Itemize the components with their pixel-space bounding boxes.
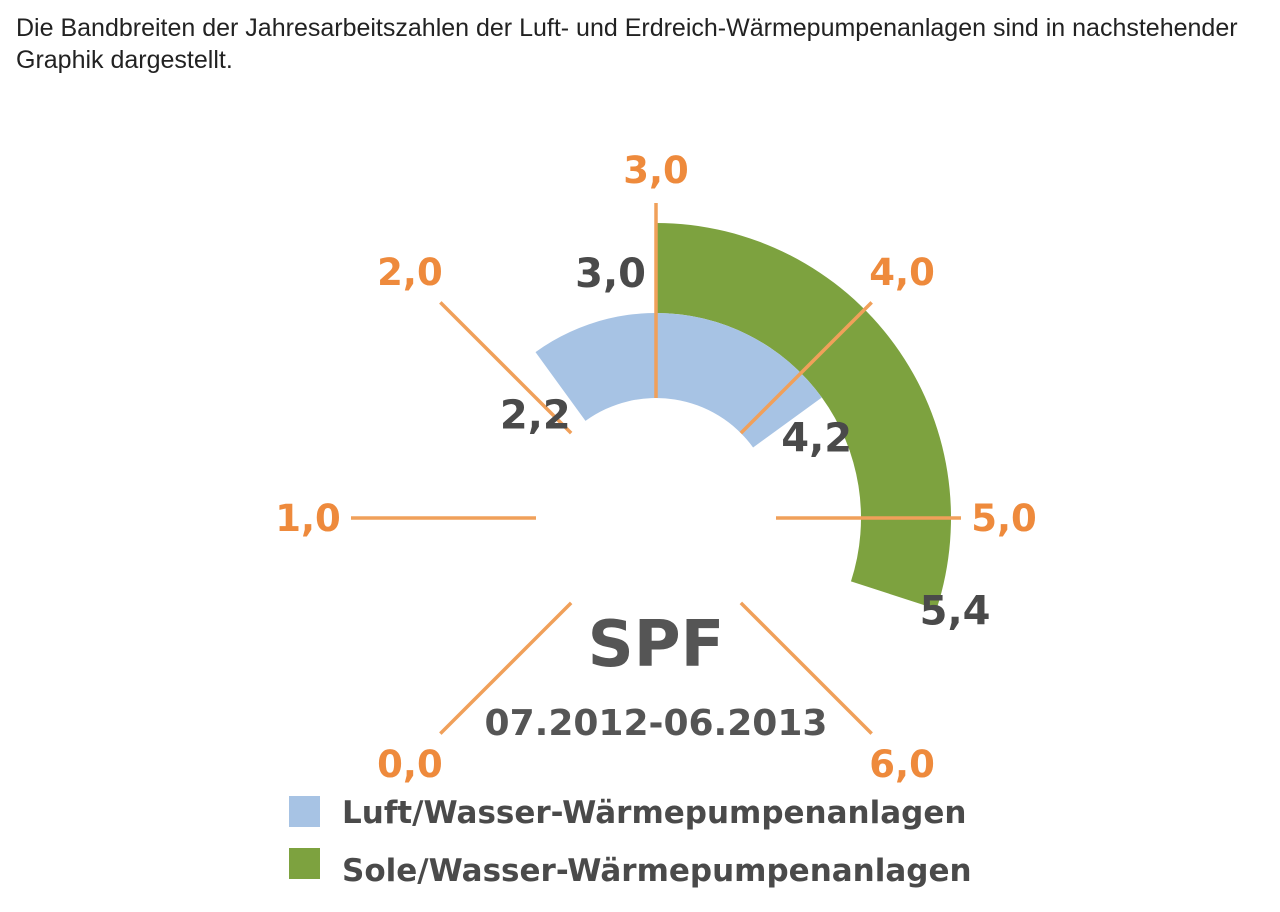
bound-label-luft-min: 2,2 (500, 392, 571, 438)
scale-tick-label-5: 5,0 (971, 497, 1037, 540)
chart-title: SPF (588, 608, 725, 682)
tick-layer: 0,0 1,0 2,0 3,0 4,0 5,0 6,0 (275, 149, 1037, 786)
scale-tick-label-1: 1,0 (275, 497, 341, 540)
legend-label-luft: Luft/Wasser-Wärmepumpenanlagen (342, 795, 966, 831)
series-band-luft (535, 313, 822, 448)
scale-tick-label-2: 2,0 (377, 251, 443, 294)
legend: Luft/Wasser-Wärmepumpenanlagen Sole/Wass… (289, 795, 972, 889)
scale-tick-label-0: 0,0 (377, 743, 443, 786)
scale-tick-label-6: 6,0 (869, 743, 935, 786)
scale-tick-4 (739, 301, 873, 435)
bound-label-sole-max: 5,4 (920, 588, 991, 634)
legend-swatch-luft (289, 796, 320, 827)
legend-swatch-sole (289, 848, 320, 879)
chart-subtitle: 07.2012-06.2013 (485, 703, 828, 744)
bound-label-sole-min: 3,0 (575, 251, 646, 297)
legend-label-sole: Sole/Wasser-Wärmepumpenanlagen (342, 853, 972, 889)
scale-tick-2 (439, 301, 573, 435)
intro-text: Die Bandbreiten der Jahresarbeitszahlen … (16, 14, 1238, 74)
scale-tick-0 (439, 601, 573, 735)
series-band-sole (656, 223, 952, 610)
bound-label-layer: 2,2 4,2 3,0 5,4 (500, 251, 991, 634)
bound-label-luft-max: 4,2 (781, 416, 852, 462)
series-layer (535, 223, 952, 610)
scale-tick-label-4: 4,0 (869, 251, 935, 294)
scale-tick-6 (739, 601, 873, 735)
scale-tick-label-3: 3,0 (623, 149, 689, 192)
